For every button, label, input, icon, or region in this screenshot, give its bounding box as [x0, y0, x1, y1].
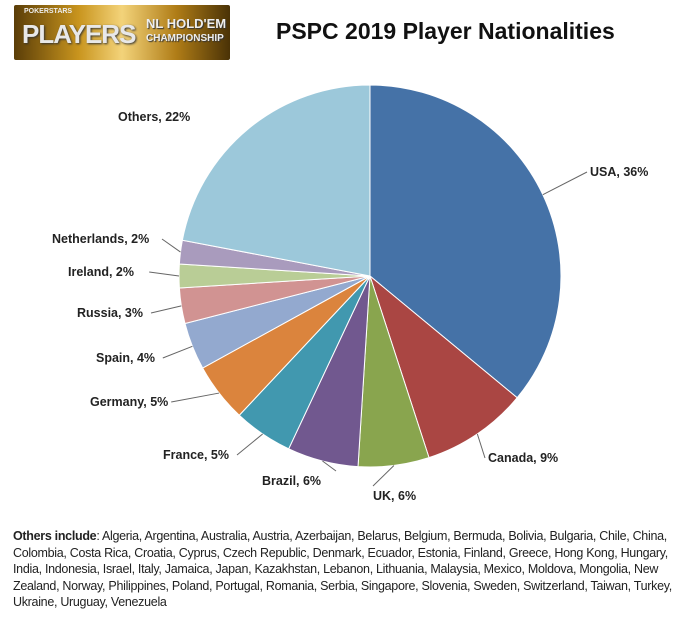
pie-slice-usa	[369, 84, 562, 399]
leader-line-canada	[476, 433, 486, 459]
slice-label-spain: Spain, 4%	[96, 351, 155, 365]
leader-line-spain	[162, 345, 193, 359]
slice-label-others: Others, 22%	[118, 110, 190, 124]
leader-line-netherlands	[161, 238, 181, 253]
slice-label-usa: USA, 36%	[590, 165, 648, 179]
logo-brand-small: POKERSTARS	[24, 8, 73, 15]
logo-line1: NL HOLD'EM	[146, 16, 227, 31]
leader-line-usa	[542, 171, 588, 196]
leader-line-ireland	[149, 271, 180, 277]
slice-label-france: France, 5%	[163, 448, 229, 462]
footnote-text: : Algeria, Argentina, Australia, Austria…	[13, 529, 672, 609]
logo-tagline: NL HOLD'EM CHAMPIONSHIP	[146, 16, 226, 46]
leader-line-germany	[171, 392, 220, 403]
footnote-label: Others include	[13, 529, 97, 543]
slice-label-germany: Germany, 5%	[90, 395, 168, 409]
slice-label-ireland: Ireland, 2%	[68, 265, 134, 279]
logo-line2: CHAMPIONSHIP	[146, 33, 224, 44]
footnote: Others include: Algeria, Argentina, Aust…	[13, 528, 693, 611]
leader-line-uk	[372, 465, 395, 487]
slice-label-canada: Canada, 9%	[488, 451, 558, 465]
pie-slice-others	[181, 84, 371, 277]
leader-line-france	[236, 433, 263, 456]
pspc-logo: POKERSTARS PLAYERS NL HOLD'EM CHAMPIONSHI…	[14, 5, 230, 60]
pie-chart: USA, 36% Canada, 9% UK, 6% Brazil, 6% France…	[52, 84, 648, 503]
leader-line-brazil	[322, 460, 337, 472]
slice-label-uk: UK, 6%	[373, 489, 416, 503]
chart-title: PSPC 2019 Player Nationalities	[276, 18, 615, 44]
slice-label-brazil: Brazil, 6%	[262, 474, 321, 488]
slice-label-netherlands: Netherlands, 2%	[52, 232, 149, 246]
slice-label-russia: Russia, 3%	[77, 306, 143, 320]
leader-line-russia	[150, 305, 182, 314]
logo-brand-big: PLAYERS	[22, 19, 136, 49]
